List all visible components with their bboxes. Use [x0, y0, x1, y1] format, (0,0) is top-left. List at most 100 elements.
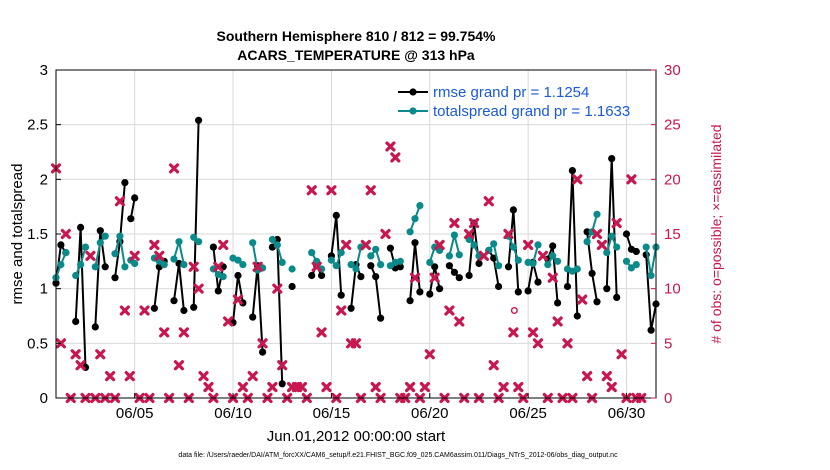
data-point — [131, 194, 139, 202]
obs-marker-stroke — [483, 196, 494, 207]
obs-assimilated-marker — [370, 381, 381, 393]
obs-marker-stroke — [218, 239, 229, 251]
data-point — [608, 232, 616, 240]
obs-marker-stroke — [321, 381, 332, 393]
obs-marker-stroke — [444, 305, 455, 316]
data-point — [357, 273, 365, 281]
obs-marker-stroke — [173, 360, 185, 371]
data-point — [96, 239, 104, 247]
obs-assimilated-marker — [336, 305, 347, 316]
data-point — [549, 242, 557, 250]
obs-marker-stroke — [513, 381, 524, 393]
obs-marker-stroke — [616, 349, 627, 360]
obs-assimilated-marker — [257, 338, 268, 349]
data-point — [249, 239, 257, 247]
obs-marker-stroke — [213, 261, 224, 272]
obs-assimilated-marker — [60, 228, 71, 240]
data-point — [332, 211, 340, 219]
obs-marker-stroke — [277, 360, 288, 371]
data-point — [101, 232, 109, 240]
obs-assimilated-marker — [444, 305, 455, 316]
data-point — [377, 261, 385, 269]
data-point — [195, 116, 203, 124]
data-point — [534, 278, 542, 286]
obs-assimilated-marker — [198, 371, 209, 382]
data-point — [347, 261, 355, 269]
data-point — [647, 271, 655, 280]
obs-assimilated-marker — [572, 174, 583, 185]
data-point — [234, 271, 242, 280]
x-tick-label: 06/25 — [509, 405, 547, 422]
obs-marker-stroke — [311, 261, 322, 272]
obs-assimilated-marker — [404, 381, 416, 393]
data-point — [603, 249, 611, 257]
data-point — [308, 249, 316, 257]
data-point — [175, 238, 183, 246]
data-point — [91, 323, 99, 331]
data-point — [622, 230, 631, 238]
x-tick-label: 06/20 — [411, 405, 449, 422]
obs-assimilated-marker — [508, 327, 519, 338]
data-point — [195, 238, 203, 246]
obs-assimilated-marker — [424, 349, 435, 360]
obs-marker-stroke — [178, 327, 189, 338]
y-tick-label: 1.5 — [27, 226, 48, 243]
obs-assimilated-marker — [237, 381, 248, 393]
series-totalspread — [52, 202, 660, 282]
chart-title-line2: ACARS_TEMPERATURE @ 313 hPa — [237, 47, 475, 63]
obs-marker-stroke — [577, 294, 588, 305]
obs-assimilated-marker — [449, 217, 460, 229]
obs-assimilated-marker — [468, 217, 480, 229]
data-point — [72, 317, 80, 326]
data-point — [180, 261, 188, 269]
obs-marker-stroke — [596, 239, 608, 251]
data-point — [278, 258, 286, 266]
data-point — [96, 227, 104, 235]
obs-assimilated-marker — [552, 316, 563, 327]
data-point — [406, 228, 414, 236]
data-point — [490, 240, 498, 248]
obs-assimilated-marker — [547, 272, 558, 283]
y-tick-label-right: 30 — [664, 62, 681, 79]
obs-assimilated-marker — [168, 163, 180, 174]
data-point — [337, 249, 345, 257]
obs-assimilated-marker — [341, 239, 352, 251]
obs-assimilated-marker — [316, 327, 327, 338]
y-tick-label: 0.5 — [27, 335, 48, 352]
y-tick-label: 2 — [40, 171, 48, 188]
obs-marker-stroke — [193, 283, 204, 294]
obs-marker-stroke — [606, 381, 617, 393]
obs-assimilated-marker — [409, 272, 421, 283]
data-file-footer: data file: /Users/raeder/DAI/ATM_forcXX/… — [178, 452, 618, 459]
obs-marker-stroke — [508, 327, 519, 338]
data-point — [396, 263, 404, 271]
obs-marker-stroke — [390, 152, 401, 163]
data-point — [455, 251, 463, 259]
data-point — [514, 256, 522, 264]
data-point — [450, 268, 458, 276]
data-point — [470, 241, 478, 249]
data-point — [593, 210, 601, 218]
legend-entry: totalspread grand pr = 1.1633 — [398, 103, 630, 120]
x-axis-label: Jun.01,2012 00:00:00 start — [267, 428, 446, 445]
data-point — [568, 167, 577, 175]
obs-marker-stroke — [601, 371, 612, 382]
obs-assimilated-marker — [267, 381, 278, 393]
x-tick-label: 06/30 — [608, 405, 646, 422]
data-point — [372, 273, 380, 281]
obs-assimilated-marker — [306, 185, 317, 196]
data-point — [608, 155, 616, 163]
data-point — [190, 233, 198, 241]
data-point — [57, 241, 65, 249]
data-point — [588, 269, 596, 277]
data-point — [77, 261, 85, 269]
y-tick-label-right: 25 — [664, 117, 681, 134]
data-point — [121, 179, 129, 187]
obs-marker-stroke — [488, 360, 499, 371]
obs-marker-stroke — [350, 338, 362, 349]
obs-marker-stroke — [498, 381, 509, 393]
legend-marker — [409, 88, 417, 96]
data-point — [81, 243, 90, 251]
obs-assimilated-marker — [360, 239, 371, 251]
obs-assimilated-marker — [591, 228, 603, 240]
